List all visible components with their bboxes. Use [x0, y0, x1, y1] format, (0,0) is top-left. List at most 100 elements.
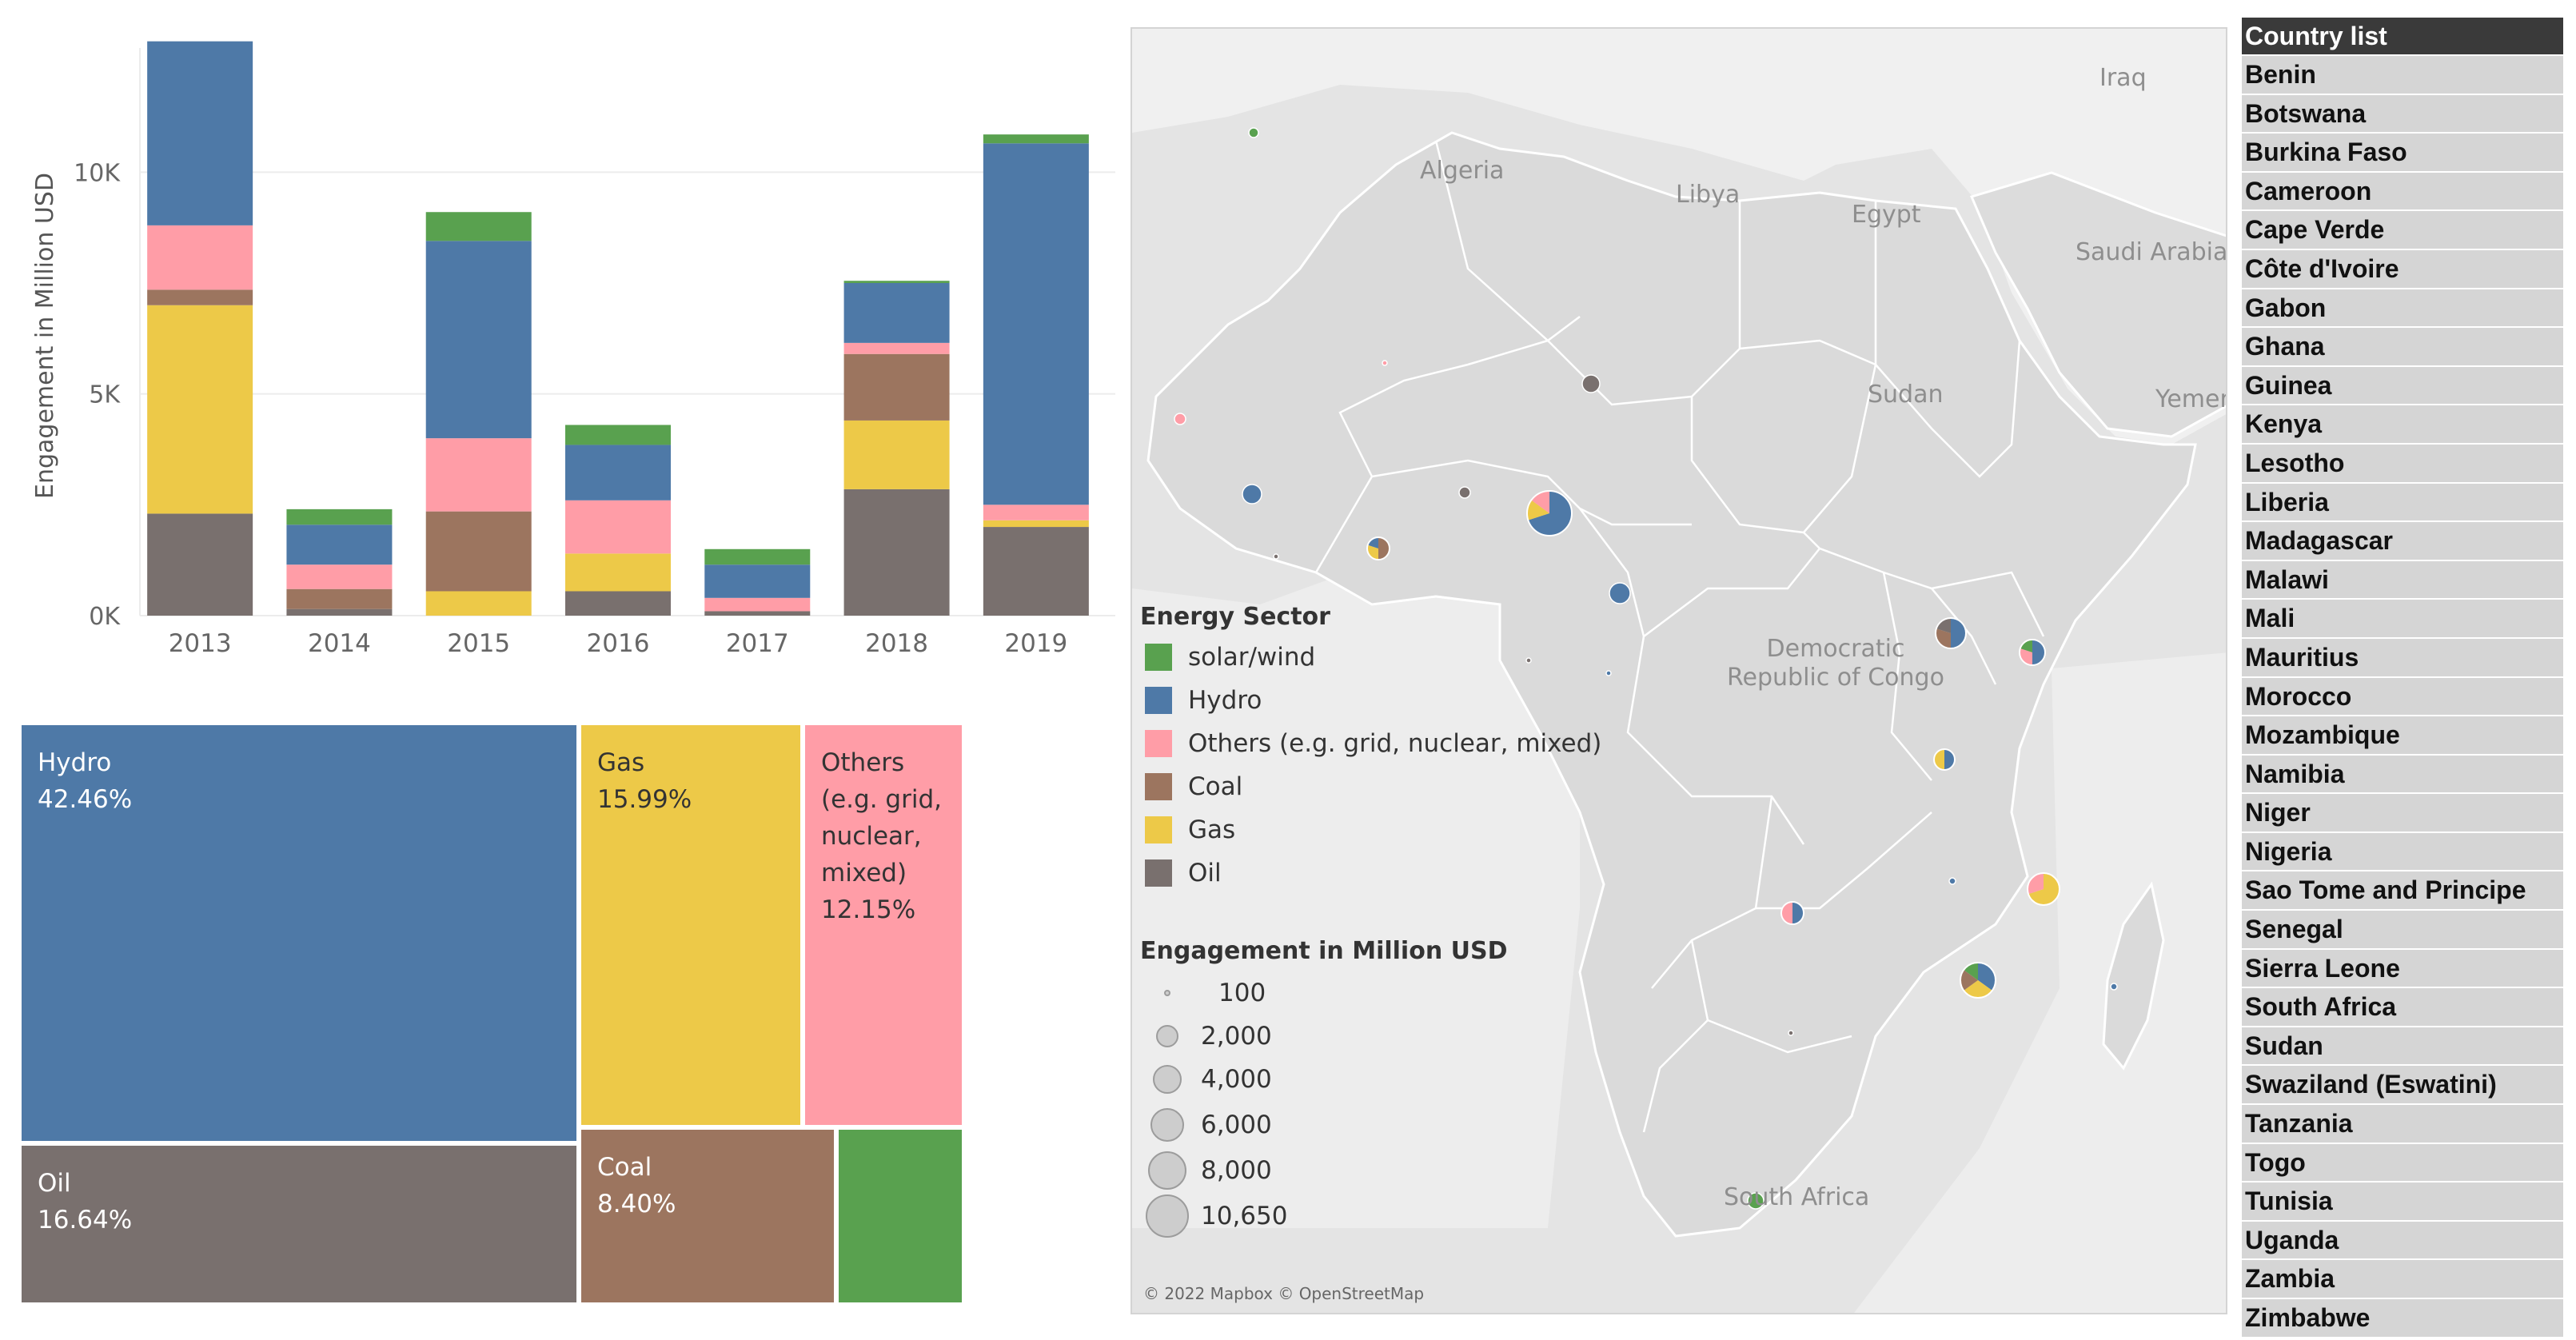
legend-item-solar-wind[interactable]: solar/wind: [1145, 643, 1315, 672]
map-bubble-hydro[interactable]: [2110, 983, 2118, 991]
bar-segment-oil-2017[interactable]: [704, 611, 811, 616]
bar-segment-hydro-2013[interactable]: [147, 41, 253, 225]
bar-segment-oil-2014[interactable]: [286, 608, 393, 616]
country-list-item[interactable]: Guinea: [2242, 366, 2563, 405]
map-pie-marker[interactable]: [1526, 490, 1573, 536]
bar-segment-solar_wind-2018[interactable]: [843, 281, 950, 283]
bar-segment-hydro-2019[interactable]: [983, 143, 1089, 505]
map-bubble-oil[interactable]: [1581, 374, 1601, 393]
country-list-item[interactable]: Lesotho: [2242, 444, 2563, 482]
treemap-tile-oil[interactable]: Oil 16.64%: [19, 1143, 579, 1305]
country-list-item[interactable]: Ghana: [2242, 328, 2563, 365]
bar-segment-hydro-2017[interactable]: [704, 564, 811, 598]
bar-segment-hydro-2014[interactable]: [286, 524, 393, 565]
map-copyright[interactable]: © 2022 Mapbox © OpenStreetMap: [1143, 1284, 1425, 1303]
legend-item-others[interactable]: Others (e.g. grid, nuclear, mixed): [1145, 729, 1601, 758]
country-list-item[interactable]: Sao Tome and Principe: [2242, 871, 2563, 910]
country-list-item[interactable]: Gabon: [2242, 289, 2563, 327]
map-bubble-others[interactable]: [1382, 360, 1388, 366]
treemap-tile-coal[interactable]: Coal 8.40%: [579, 1127, 836, 1305]
bar-segment-coal-2018[interactable]: [843, 353, 950, 421]
map-pie-marker[interactable]: [1933, 748, 1956, 771]
country-list-item[interactable]: Tunisia: [2242, 1182, 2563, 1220]
map-bubble-solar_wind[interactable]: [1747, 1192, 1765, 1210]
bar-segment-gas-2013[interactable]: [147, 305, 253, 514]
bar-segment-solar_wind-2015[interactable]: [425, 212, 532, 241]
africa-map[interactable]: Algeria Libya Egypt Saudi Arabia Iraq Su…: [1130, 27, 2227, 1314]
map-bubble-oil[interactable]: [1788, 1030, 1794, 1036]
country-list-item[interactable]: Kenya: [2242, 405, 2563, 443]
country-list-item[interactable]: Cape Verde: [2242, 211, 2563, 249]
map-bubble-hydro[interactable]: [1605, 670, 1612, 676]
map-bubble-hydro[interactable]: [1948, 877, 1956, 885]
country-list-item[interactable]: Niger: [2242, 794, 2563, 832]
country-list-item[interactable]: Côte d'Ivoire: [2242, 249, 2563, 288]
bar-segment-others-2018[interactable]: [843, 342, 950, 354]
legend-item-oil[interactable]: Oil: [1145, 859, 1222, 887]
map-bubble-hydro[interactable]: [1609, 582, 1631, 604]
country-list-item[interactable]: Mali: [2242, 600, 2563, 637]
bar-segment-others-2016[interactable]: [565, 500, 671, 554]
treemap-tile-gas[interactable]: Gas 15.99%: [579, 723, 803, 1127]
map-bubble-solar_wind[interactable]: [1248, 127, 1259, 138]
country-list-item[interactable]: Benin: [2242, 56, 2563, 94]
map-pie-marker[interactable]: [2019, 639, 2046, 666]
map-pie-marker[interactable]: [1780, 901, 1804, 925]
bar-segment-oil-2013[interactable]: [147, 513, 253, 616]
bar-segment-oil-2016[interactable]: [565, 591, 671, 616]
treemap-tile-solar-wind[interactable]: [836, 1127, 964, 1305]
legend-item-hydro[interactable]: Hydro: [1145, 686, 1262, 715]
country-list-item[interactable]: Tanzania: [2242, 1105, 2563, 1143]
map-bubble-oil[interactable]: [1525, 657, 1532, 664]
map-bubble-oil[interactable]: [1458, 486, 1471, 499]
bar-segment-hydro-2016[interactable]: [565, 445, 671, 501]
map-bubble-hydro[interactable]: [1242, 484, 1262, 504]
map-bubble-others[interactable]: [1174, 413, 1186, 425]
bar-segment-solar_wind-2017[interactable]: [704, 548, 811, 565]
country-list-item[interactable]: Zambia: [2242, 1260, 2563, 1298]
country-list-item[interactable]: Zimbabwe: [2242, 1299, 2563, 1337]
bar-segment-coal-2013[interactable]: [147, 289, 253, 305]
country-list-item[interactable]: Togo: [2242, 1143, 2563, 1182]
bar-segment-solar_wind-2016[interactable]: [565, 425, 671, 445]
country-list-item[interactable]: Madagascar: [2242, 522, 2563, 560]
country-list-item[interactable]: South Africa: [2242, 988, 2563, 1026]
bar-segment-gas-2018[interactable]: [843, 420, 950, 489]
map-bubble-oil[interactable]: [1273, 553, 1279, 560]
country-list-item[interactable]: Malawi: [2242, 560, 2563, 599]
country-list-item[interactable]: Liberia: [2242, 483, 2563, 521]
bar-segment-oil-2019[interactable]: [983, 527, 1089, 616]
country-list-item[interactable]: Morocco: [2242, 677, 2563, 716]
legend-item-gas[interactable]: Gas: [1145, 816, 1235, 844]
bar-segment-solar_wind-2019[interactable]: [983, 134, 1089, 144]
map-pie-marker[interactable]: [2027, 872, 2060, 906]
bar-segment-coal-2014[interactable]: [286, 588, 393, 609]
bar-segment-oil-2018[interactable]: [843, 489, 950, 616]
bar-segment-hydro-2018[interactable]: [843, 282, 950, 343]
bar-segment-others-2014[interactable]: [286, 564, 393, 589]
country-list-item[interactable]: Mozambique: [2242, 716, 2563, 754]
country-list-item[interactable]: Namibia: [2242, 755, 2563, 793]
country-list-item[interactable]: Sudan: [2242, 1027, 2563, 1065]
map-pie-marker[interactable]: [1960, 962, 1996, 999]
bar-segment-gas-2019[interactable]: [983, 520, 1089, 528]
country-list-item[interactable]: Uganda: [2242, 1221, 2563, 1259]
country-list-item[interactable]: Nigeria: [2242, 832, 2563, 871]
country-list-item[interactable]: Cameroon: [2242, 172, 2563, 210]
country-list-item[interactable]: Mauritius: [2242, 638, 2563, 676]
country-list-item[interactable]: Senegal: [2242, 911, 2563, 948]
country-list-item[interactable]: Burkina Faso: [2242, 134, 2563, 171]
bar-segment-gas-2016[interactable]: [565, 553, 671, 592]
map-pie-marker[interactable]: [1935, 617, 1967, 649]
bar-segment-others-2015[interactable]: [425, 438, 532, 512]
treemap-tile-hydro[interactable]: Hydro 42.46%: [19, 723, 579, 1143]
bar-segment-coal-2015[interactable]: [425, 511, 532, 592]
bar-segment-hydro-2015[interactable]: [425, 241, 532, 439]
legend-item-coal[interactable]: Coal: [1145, 772, 1242, 801]
country-list-item[interactable]: Sierra Leone: [2242, 949, 2563, 987]
bar-segment-gas-2015[interactable]: [425, 591, 532, 616]
bar-segment-others-2013[interactable]: [147, 225, 253, 290]
treemap-tile-others[interactable]: Others (e.g. grid, nuclear, mixed) 12.15…: [803, 723, 964, 1127]
country-list-item[interactable]: Swaziland (Eswatini): [2242, 1066, 2563, 1104]
country-list-item[interactable]: Botswana: [2242, 94, 2563, 133]
